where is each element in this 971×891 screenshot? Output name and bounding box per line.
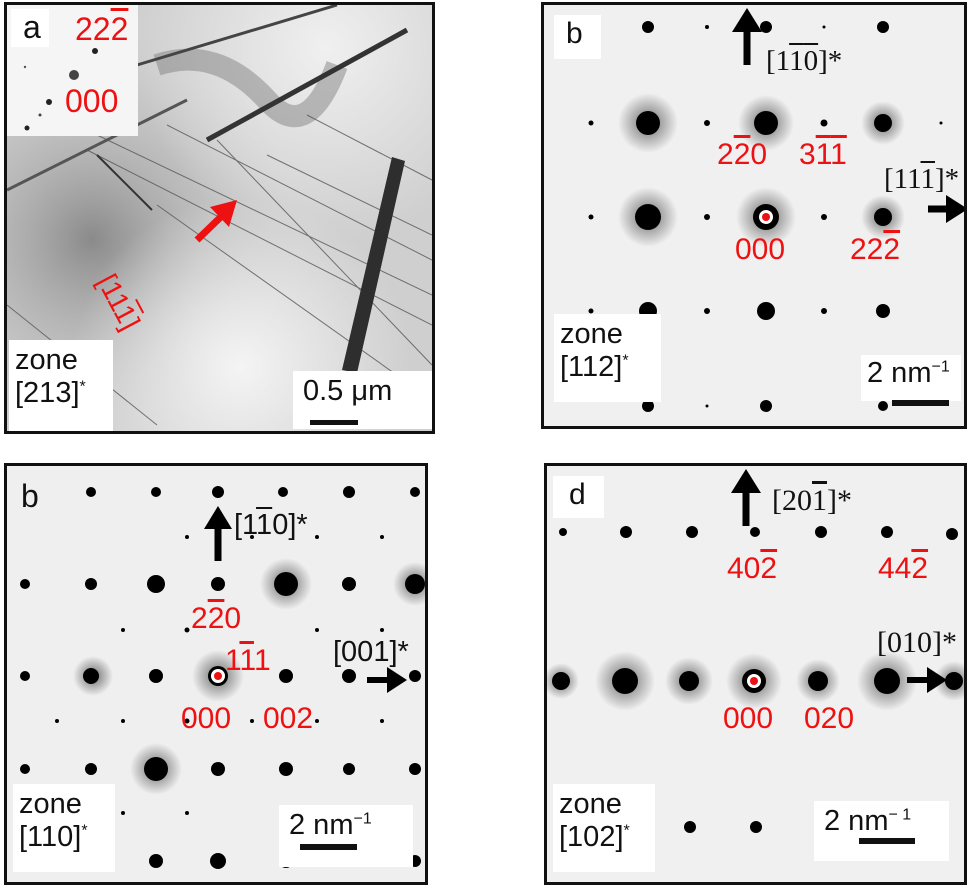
panel-letter-b: b (21, 478, 39, 514)
panel-d-diffraction: d [201]* [010]* 402 442 000 020 zone [10… (544, 463, 967, 885)
panel-b-diffraction: b [110]* [001]* 220 111 000 002 zone [11… (4, 463, 428, 885)
reflection-label-222bar-bar: 2 (110, 11, 129, 47)
scale-bar-c: 2 nm−1 (861, 355, 961, 401)
scale-bar-line-b (300, 844, 357, 850)
reflection-label-222bar-digits: 22 (75, 11, 111, 47)
up-arrow-icon-b (204, 506, 232, 561)
diffraction-inset: a 222 000 (7, 5, 138, 136)
right-arrow-icon-d (907, 667, 947, 693)
axis-label-up-d: [201]* (772, 484, 852, 517)
reflection-label-2-2bar-0: 220 (717, 138, 768, 171)
scale-bar-d: 2 nm− 1 (814, 801, 949, 861)
reflection-label-020: 020 (804, 702, 855, 735)
reflection-label-000-b: 000 (181, 702, 232, 735)
panel-c-diffraction: b [110]* [111]* 220 311 000 222 zone [11… (541, 2, 967, 429)
zone-axis-label-c: zone [112]* (554, 314, 661, 402)
reflection-label-22-2bar: 222 (850, 233, 901, 266)
zone-axis-label-d: zone [102]* (553, 784, 655, 872)
panel-letter-c: b (554, 15, 601, 59)
reflection-label-40-2bar: 402 (727, 552, 778, 585)
reflection-label-000-c: 000 (735, 233, 786, 266)
scale-bar-a: 0.5 μm (293, 371, 432, 429)
reflection-label-1-1bar-1: 111 (225, 644, 271, 677)
zone-axis-label-b: zone [110]* (13, 784, 115, 872)
axis-label-right-d: [010]* (877, 626, 957, 659)
scale-bar-line-d (859, 838, 915, 844)
up-arrow-icon-c (732, 8, 762, 65)
reflection-label-000-d: 000 (723, 702, 774, 735)
reflection-label-222bar: 222 (75, 13, 128, 45)
scale-bar-line-a (310, 420, 358, 425)
scale-bar-line-c (892, 400, 949, 406)
axis-label-up-c: [110]* (766, 45, 843, 77)
reflection-label-000: 000 (65, 83, 119, 119)
panel-letter-d: d (553, 476, 604, 518)
reflection-label-3-1bar-1bar: 311 (799, 138, 847, 171)
reflection-label-44-2bar: 442 (878, 552, 929, 585)
axis-label-up-b: [110]* (234, 509, 308, 541)
right-arrow-icon-c (928, 195, 964, 223)
inset-pattern (23, 48, 98, 131)
scale-bar-b: 2 nm−1 (279, 805, 413, 867)
reflection-label-2-2bar-0-b: 220 (191, 602, 242, 635)
right-arrow-icon-b (367, 667, 407, 693)
panel-letter-a: a (11, 9, 49, 47)
axis-label-right-c: [111]* (884, 163, 960, 195)
up-arrow-icon-d (731, 469, 761, 526)
reflection-label-002: 002 (263, 702, 314, 735)
axis-label-right-b: [001]* (333, 636, 409, 668)
zone-axis-label-a: zone [213]* (9, 340, 113, 431)
panel-a-tem-image: a 222 000 [111] zone [213]* 0.5 μm (4, 2, 435, 434)
